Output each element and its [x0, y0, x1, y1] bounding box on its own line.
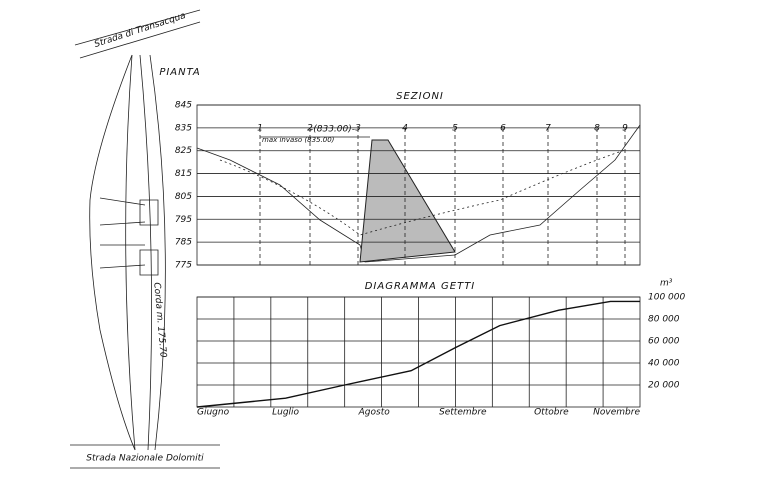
section-number: 1 [257, 124, 263, 134]
section-number: 8 [594, 124, 600, 134]
ground-profile [196, 124, 641, 263]
y-tick-label: 40 000 [648, 359, 680, 369]
section-number: 7 [545, 124, 551, 134]
section-number: 9 [622, 124, 628, 134]
y-tick-label: 835 [175, 123, 192, 133]
road-label: Strada Nazionale Dolomiti [86, 454, 204, 464]
cumulative-line [196, 300, 640, 408]
y-tick-label: 785 [175, 238, 192, 248]
x-tick-label: Ottobre [534, 408, 569, 418]
section-number: 3 [355, 124, 361, 134]
plan-title: PIANTA [159, 67, 200, 78]
x-tick-label: Agosto [358, 408, 391, 418]
x-tick-label: Novembre [593, 408, 640, 418]
sections-title: SEZIONI [396, 91, 444, 102]
section-number: 6 [500, 124, 506, 134]
diagram-title: DIAGRAMMA GETTI [365, 281, 476, 292]
y-tick-label: 80 000 [648, 315, 680, 325]
y-tick-label: 20 000 [648, 381, 680, 391]
y-tick-label: 60 000 [648, 337, 680, 347]
y-tick-label: 775 [175, 261, 192, 271]
y-tick-label: 825 [175, 146, 192, 156]
x-tick-label: Settembre [439, 408, 487, 418]
section-number: 4 [402, 124, 408, 134]
x-tick-label: Giugno [197, 408, 230, 418]
y-tick-label: 845 [175, 101, 192, 111]
section-number: 5 [452, 124, 458, 134]
dam-section [359, 139, 456, 263]
y-tick-label: 815 [175, 169, 192, 179]
y-tick-label: 795 [175, 215, 192, 225]
y-tick-label: 100 000 [648, 293, 685, 303]
profile [219, 149, 626, 236]
y-tick-label: 805 [175, 192, 192, 202]
x-tick-label: Luglio [272, 408, 299, 418]
unit: m³ [660, 279, 673, 289]
section-number: 2 [307, 124, 313, 134]
max-label: max invaso (835.00) [262, 136, 335, 144]
level-label: -(833.00)- [310, 125, 355, 135]
plan-drawing [70, 9, 220, 469]
